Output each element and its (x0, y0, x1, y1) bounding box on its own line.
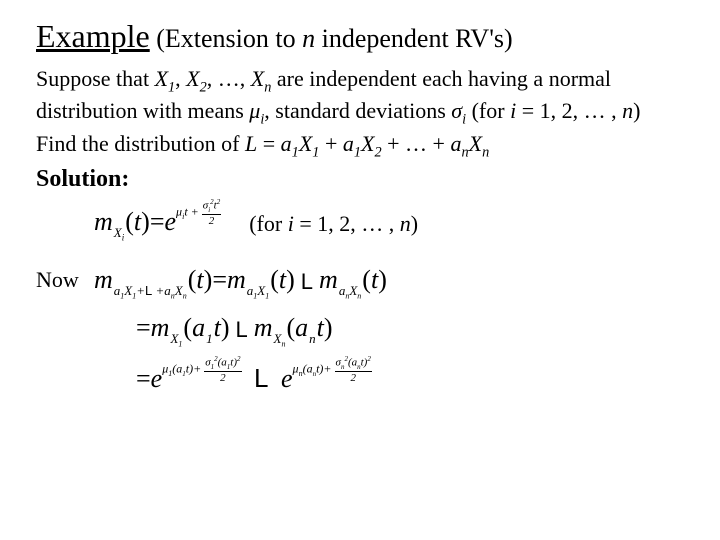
slide-title: Example (Extension to n independent RV's… (36, 18, 684, 55)
eq-t: t (134, 207, 141, 237)
paragraph-1: Suppose that X1, X2, …, Xn are independe… (36, 65, 684, 130)
var-a1: a (281, 131, 292, 156)
title-sub: (Extension to n independent RV's) (150, 24, 513, 53)
eq2-m: m (94, 265, 113, 295)
title-sub-var: n (302, 24, 315, 53)
title-main: Example (36, 18, 150, 54)
title-sub-suffix: independent RV's) (315, 24, 513, 53)
var-Xn: X (251, 66, 264, 91)
fi-n: n (400, 211, 411, 236)
var-L: L (245, 131, 257, 156)
eq2-t2: t (279, 265, 286, 295)
sub-a1: 1 (292, 144, 299, 160)
sub-X2b: 2 (374, 144, 381, 160)
eq3-m: m (151, 313, 170, 343)
var-n1: n (622, 98, 633, 123)
eq3-t1: t (214, 313, 221, 343)
p2-a: Find the distribution of (36, 131, 245, 156)
equation-line-2: = mX1(a1t)L mXn(ant) (36, 313, 684, 343)
var-mu: μ (249, 98, 260, 123)
eq2-m3: m (319, 265, 338, 295)
eq3-s1: X1 (170, 331, 182, 349)
eq-e: e (165, 207, 177, 237)
eq3-s2: Xn (274, 331, 286, 349)
solution-label: Solution: (36, 166, 684, 193)
var-sigma: σ (451, 98, 462, 123)
p2-d: + … + (382, 131, 451, 156)
slide-page: Example (Extension to n independent RV's… (0, 0, 720, 398)
eq3-m2: m (254, 313, 273, 343)
ellipsis-1: … (218, 66, 240, 91)
equation-mgf-xi: mXi(t) = eμit + σi2t22 (for i = 1, 2, … … (36, 207, 684, 241)
eq-mgf-expr: mXi(t) = eμit + σi2t22 (94, 207, 221, 241)
eq2-sub2: a1X1 (247, 283, 269, 301)
equation-line-3: = eμ1(a1t)+ σ12(a1t)22 L eμn(ant)+ σn2(a… (36, 363, 684, 398)
eq2-sub: a1X1+L +anXn (114, 283, 187, 301)
sub-an: n (461, 144, 468, 160)
eq2-t3: t (371, 265, 378, 295)
sub-2: 2 (200, 79, 207, 95)
eq2-t: t (196, 265, 203, 295)
eq-exponent: μit + σi2t22 (176, 199, 221, 227)
eq2-m2: m (227, 265, 246, 295)
var-X1: X (155, 66, 168, 91)
var-a1c: a (343, 131, 354, 156)
eq-now-expr: ma1X1+L +anXn(t) = ma1X1(t)L manXn(t) (94, 265, 387, 295)
now-label: Now (36, 267, 94, 293)
var-X2b: X (361, 131, 374, 156)
var-X1b: X (299, 131, 312, 156)
eq4-exp2: μn(ant)+ σn2(ant)22 (293, 356, 372, 384)
eq2-sub3: anXn (339, 283, 361, 301)
eq-m-sub: Xi (114, 225, 124, 243)
p1-f: ) (633, 98, 640, 123)
paragraph-2: Find the distribution of L = a1X1 + a1X2… (36, 130, 684, 162)
title-sub-prefix: (Extension to (150, 24, 302, 53)
eq4-e2: e (281, 364, 293, 394)
var-an: a (450, 131, 461, 156)
p1-e: = 1, 2, … , (516, 98, 622, 123)
var-Xnb: X (469, 131, 482, 156)
p2-c: + (319, 131, 342, 156)
eq4-exp1: μ1(a1t)+ σ12(a1t)22 (162, 356, 241, 384)
var-X2: X (186, 66, 199, 91)
equation-now-line: Now ma1X1+L +anXn(t) = ma1X1(t)L manXn(t… (36, 265, 684, 295)
fi-b: = 1, 2, … , (294, 211, 400, 236)
p1-c: , standard deviations (264, 98, 451, 123)
sub-a1c: 1 (354, 144, 361, 160)
eq-m: m (94, 207, 113, 237)
fi-a: (for (249, 211, 287, 236)
eq4-e1: e (151, 364, 163, 394)
for-i-note: (for i = 1, 2, … , n) (249, 211, 418, 237)
fi-c: ) (411, 211, 418, 236)
sub-Xnb: n (482, 144, 489, 160)
p1-a: Suppose that (36, 66, 155, 91)
sub-1: 1 (168, 79, 175, 95)
p2-b: = (257, 131, 280, 156)
p1-d: (for (466, 98, 510, 123)
eq3-t2: t (317, 313, 324, 343)
